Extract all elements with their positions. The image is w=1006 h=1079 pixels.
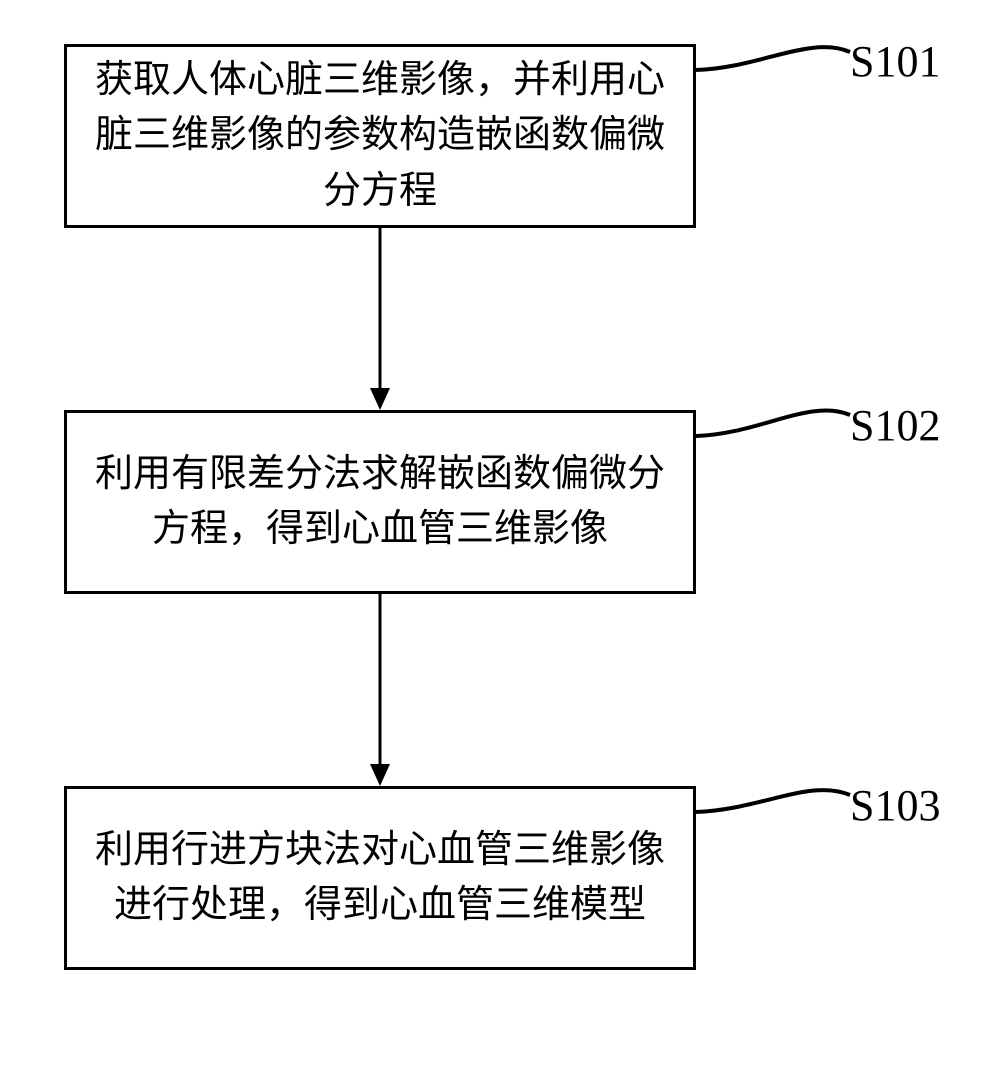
step-label-1: S101 [850, 36, 940, 87]
step-label-2: S102 [850, 400, 940, 451]
step-1-text: 获取人体心脏三维影像，并利用心脏三维影像的参数构造嵌函数偏微分方程 [87, 53, 673, 218]
arrow-2-to-3 [360, 594, 400, 788]
flowchart-container: 获取人体心脏三维影像，并利用心脏三维影像的参数构造嵌函数偏微分方程 利用有限差分… [0, 0, 1006, 1079]
step-3-text: 利用行进方块法对心血管三维影像进行处理，得到心血管三维模型 [87, 823, 673, 933]
step-2-text: 利用有限差分法求解嵌函数偏微分方程，得到心血管三维影像 [87, 447, 673, 557]
step-label-3: S103 [850, 780, 940, 831]
flowchart-step-1: 获取人体心脏三维影像，并利用心脏三维影像的参数构造嵌函数偏微分方程 [64, 44, 696, 228]
flowchart-step-3: 利用行进方块法对心血管三维影像进行处理，得到心血管三维模型 [64, 786, 696, 970]
flowchart-step-2: 利用有限差分法求解嵌函数偏微分方程，得到心血管三维影像 [64, 410, 696, 594]
arrow-1-to-2 [360, 228, 400, 412]
